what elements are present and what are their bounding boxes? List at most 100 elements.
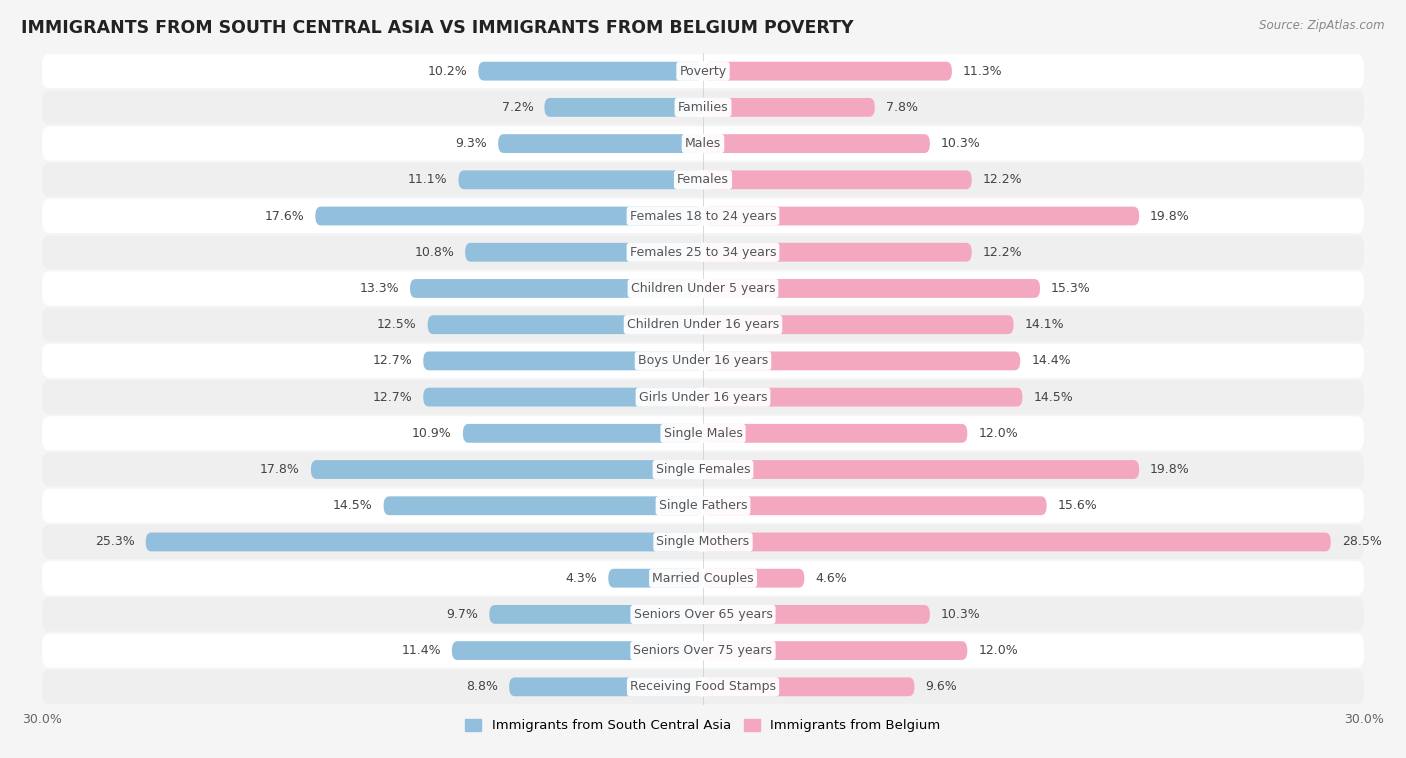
FancyBboxPatch shape — [478, 61, 703, 80]
FancyBboxPatch shape — [703, 243, 972, 262]
FancyBboxPatch shape — [703, 568, 804, 587]
FancyBboxPatch shape — [703, 279, 1040, 298]
Text: 12.2%: 12.2% — [983, 246, 1022, 258]
Text: 13.3%: 13.3% — [360, 282, 399, 295]
FancyBboxPatch shape — [703, 171, 972, 190]
FancyBboxPatch shape — [703, 134, 929, 153]
Text: 14.5%: 14.5% — [1033, 390, 1073, 403]
Text: Seniors Over 75 years: Seniors Over 75 years — [634, 644, 772, 657]
FancyBboxPatch shape — [544, 98, 703, 117]
Text: Receiving Food Stamps: Receiving Food Stamps — [630, 681, 776, 694]
FancyBboxPatch shape — [146, 533, 703, 551]
Text: 10.3%: 10.3% — [941, 137, 980, 150]
FancyBboxPatch shape — [703, 460, 1139, 479]
Text: Children Under 5 years: Children Under 5 years — [631, 282, 775, 295]
FancyBboxPatch shape — [498, 134, 703, 153]
FancyBboxPatch shape — [423, 352, 703, 371]
FancyBboxPatch shape — [42, 199, 1364, 233]
FancyBboxPatch shape — [42, 54, 1364, 88]
FancyBboxPatch shape — [451, 641, 703, 660]
FancyBboxPatch shape — [42, 525, 1364, 559]
Text: 19.8%: 19.8% — [1150, 463, 1189, 476]
Text: Single Mothers: Single Mothers — [657, 535, 749, 549]
Text: 19.8%: 19.8% — [1150, 209, 1189, 223]
Text: 10.2%: 10.2% — [427, 64, 467, 77]
Text: 25.3%: 25.3% — [96, 535, 135, 549]
Text: 15.3%: 15.3% — [1052, 282, 1091, 295]
Text: 12.0%: 12.0% — [979, 427, 1018, 440]
FancyBboxPatch shape — [703, 352, 1021, 371]
FancyBboxPatch shape — [42, 344, 1364, 378]
Text: 12.2%: 12.2% — [983, 174, 1022, 186]
FancyBboxPatch shape — [703, 641, 967, 660]
FancyBboxPatch shape — [42, 163, 1364, 197]
FancyBboxPatch shape — [42, 271, 1364, 305]
FancyBboxPatch shape — [42, 90, 1364, 124]
Text: 10.9%: 10.9% — [412, 427, 451, 440]
Text: Boys Under 16 years: Boys Under 16 years — [638, 355, 768, 368]
FancyBboxPatch shape — [703, 424, 967, 443]
FancyBboxPatch shape — [42, 670, 1364, 704]
FancyBboxPatch shape — [463, 424, 703, 443]
FancyBboxPatch shape — [315, 207, 703, 225]
Text: 8.8%: 8.8% — [467, 681, 498, 694]
FancyBboxPatch shape — [703, 98, 875, 117]
Text: Males: Males — [685, 137, 721, 150]
Text: Females: Females — [678, 174, 728, 186]
FancyBboxPatch shape — [423, 387, 703, 406]
Text: 7.2%: 7.2% — [502, 101, 533, 114]
FancyBboxPatch shape — [384, 496, 703, 515]
Text: 28.5%: 28.5% — [1341, 535, 1382, 549]
FancyBboxPatch shape — [703, 387, 1022, 406]
FancyBboxPatch shape — [42, 308, 1364, 342]
Text: 9.7%: 9.7% — [447, 608, 478, 621]
Text: 10.3%: 10.3% — [941, 608, 980, 621]
FancyBboxPatch shape — [703, 207, 1139, 225]
Text: Girls Under 16 years: Girls Under 16 years — [638, 390, 768, 403]
FancyBboxPatch shape — [311, 460, 703, 479]
FancyBboxPatch shape — [703, 61, 952, 80]
FancyBboxPatch shape — [465, 243, 703, 262]
FancyBboxPatch shape — [609, 568, 703, 587]
Text: 14.1%: 14.1% — [1025, 318, 1064, 331]
Text: Children Under 16 years: Children Under 16 years — [627, 318, 779, 331]
FancyBboxPatch shape — [42, 235, 1364, 269]
Text: 14.5%: 14.5% — [333, 500, 373, 512]
Text: 17.8%: 17.8% — [260, 463, 299, 476]
FancyBboxPatch shape — [42, 127, 1364, 161]
Text: Source: ZipAtlas.com: Source: ZipAtlas.com — [1260, 19, 1385, 32]
FancyBboxPatch shape — [42, 597, 1364, 631]
Text: Married Couples: Married Couples — [652, 572, 754, 584]
Text: 9.6%: 9.6% — [925, 681, 957, 694]
FancyBboxPatch shape — [458, 171, 703, 190]
FancyBboxPatch shape — [509, 678, 703, 697]
Text: Families: Families — [678, 101, 728, 114]
FancyBboxPatch shape — [42, 453, 1364, 487]
Text: 11.4%: 11.4% — [401, 644, 441, 657]
Text: Single Females: Single Females — [655, 463, 751, 476]
FancyBboxPatch shape — [42, 416, 1364, 450]
Text: 14.4%: 14.4% — [1031, 355, 1071, 368]
Legend: Immigrants from South Central Asia, Immigrants from Belgium: Immigrants from South Central Asia, Immi… — [460, 713, 946, 738]
Text: 7.8%: 7.8% — [886, 101, 918, 114]
Text: 15.6%: 15.6% — [1057, 500, 1098, 512]
Text: 11.1%: 11.1% — [408, 174, 447, 186]
FancyBboxPatch shape — [703, 678, 914, 697]
FancyBboxPatch shape — [489, 605, 703, 624]
Text: 9.3%: 9.3% — [456, 137, 486, 150]
Text: Single Fathers: Single Fathers — [659, 500, 747, 512]
FancyBboxPatch shape — [411, 279, 703, 298]
Text: Seniors Over 65 years: Seniors Over 65 years — [634, 608, 772, 621]
FancyBboxPatch shape — [42, 380, 1364, 414]
FancyBboxPatch shape — [703, 315, 1014, 334]
Text: 17.6%: 17.6% — [264, 209, 304, 223]
Text: Poverty: Poverty — [679, 64, 727, 77]
Text: 12.7%: 12.7% — [373, 355, 412, 368]
FancyBboxPatch shape — [703, 533, 1330, 551]
FancyBboxPatch shape — [427, 315, 703, 334]
Text: 12.5%: 12.5% — [377, 318, 416, 331]
Text: 4.3%: 4.3% — [565, 572, 598, 584]
Text: Single Males: Single Males — [664, 427, 742, 440]
Text: Females 18 to 24 years: Females 18 to 24 years — [630, 209, 776, 223]
Text: 10.8%: 10.8% — [415, 246, 454, 258]
